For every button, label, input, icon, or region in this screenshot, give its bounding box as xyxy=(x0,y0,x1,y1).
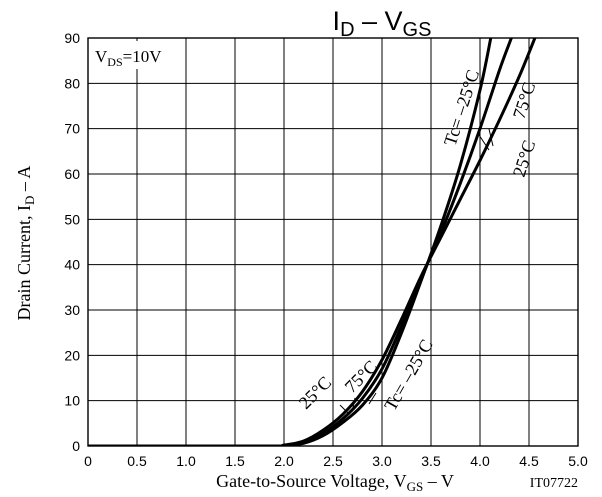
x-tick-label: 5.0 xyxy=(568,453,588,469)
y-tick-label: 50 xyxy=(64,211,80,227)
top-annotations: Tc= –25°C 75°C 25°C xyxy=(440,67,540,179)
grid-lines xyxy=(88,38,578,446)
y-tick-label: 60 xyxy=(64,166,80,182)
y-tick-label: 40 xyxy=(64,257,80,273)
annot-bottom-25: 25°C xyxy=(295,372,335,412)
annot-top-25: 25°C xyxy=(509,138,540,180)
plot-frame xyxy=(87,37,579,447)
x-tick-label: 3.5 xyxy=(421,453,441,469)
x-tick-label: 0.5 xyxy=(127,453,147,469)
y-tick-labels: 0 10 20 30 40 50 60 70 80 90 xyxy=(64,30,80,454)
curve-series-1 xyxy=(88,38,513,446)
y-axis-label: Drain Current, ID – A xyxy=(14,166,37,321)
y-tick-label: 20 xyxy=(64,347,80,363)
figure-id: IT07722 xyxy=(530,476,578,491)
x-tick-label: 4.5 xyxy=(519,453,539,469)
x-tick-label: 2.0 xyxy=(274,453,294,469)
x-tick-label: 2.5 xyxy=(323,453,343,469)
y-tick-label: 10 xyxy=(64,393,80,409)
x-axis-label: Gate-to-Source Voltage, VGS – V xyxy=(216,471,454,494)
annot-top-75: 75°C xyxy=(509,80,540,122)
x-tick-label: 1.0 xyxy=(176,453,196,469)
condition-box xyxy=(91,41,185,69)
condition-label: VDS=10V xyxy=(95,47,162,69)
curve-series-2 xyxy=(88,38,537,446)
y-tick-label: 30 xyxy=(64,302,80,318)
x-tick-label: 4.0 xyxy=(470,453,490,469)
chart-title: ID – VGS xyxy=(333,6,432,41)
y-tick-label: 70 xyxy=(64,121,80,137)
x-tick-label: 0 xyxy=(84,453,92,469)
x-tick-label: 1.5 xyxy=(225,453,245,469)
y-tick-label: 0 xyxy=(72,438,80,454)
y-tick-label: 80 xyxy=(64,75,80,91)
x-tick-label: 3.0 xyxy=(372,453,392,469)
curve-series-0 xyxy=(88,38,493,446)
curves xyxy=(88,38,537,446)
x-tick-labels: 0 0.5 1.0 1.5 2.0 2.5 3.0 3.5 4.0 4.5 5.0 xyxy=(84,453,588,469)
y-tick-label: 90 xyxy=(64,30,80,46)
